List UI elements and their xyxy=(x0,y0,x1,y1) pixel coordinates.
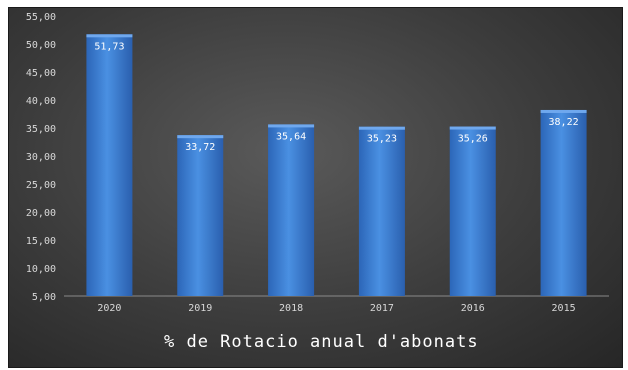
bar xyxy=(177,135,224,296)
bar-top-highlight xyxy=(268,124,315,128)
chart-area: 5,00 10,00 15,00 20,00 25,00 30,00 35,00 40,00 4… xyxy=(8,7,623,368)
x-tick-label: 2019 xyxy=(188,303,212,314)
bar xyxy=(358,126,405,296)
bar-top-highlight xyxy=(449,126,496,130)
y-tick-label: 5,00 xyxy=(32,292,56,303)
data-label: 35,64 xyxy=(276,131,306,142)
y-tick-label: 15,00 xyxy=(26,236,56,247)
data-label: 35,26 xyxy=(458,134,488,145)
bar-top-highlight xyxy=(86,34,133,38)
y-tick-label: 45,00 xyxy=(26,68,56,79)
data-label: 38,22 xyxy=(549,117,579,128)
y-tick-label: 40,00 xyxy=(26,96,56,107)
y-axis: 5,00 10,00 15,00 20,00 25,00 30,00 35,00 40,00 4… xyxy=(26,12,56,303)
x-tick-label: 2016 xyxy=(461,303,485,314)
y-tick-label: 30,00 xyxy=(26,152,56,163)
x-tick-label: 2015 xyxy=(552,303,576,314)
y-tick-label: 10,00 xyxy=(26,264,56,275)
y-tick-label: 25,00 xyxy=(26,180,56,191)
bar-top-highlight xyxy=(540,109,587,113)
bars: 51,73 33,72 35,64 35,23 35,26 38,22 xyxy=(86,34,587,296)
data-label: 51,73 xyxy=(94,41,124,52)
bar-top-highlight xyxy=(358,126,405,130)
bar xyxy=(449,126,496,296)
data-label: 33,72 xyxy=(185,142,215,153)
bar xyxy=(86,34,133,296)
bar-chart: 5,00 10,00 15,00 20,00 25,00 30,00 35,00 40,00 4… xyxy=(26,12,609,352)
bar-top-highlight xyxy=(177,135,224,139)
x-axis: 2020 2019 2018 2017 2016 2015 xyxy=(97,303,575,314)
bar xyxy=(268,124,315,296)
y-tick-label: 20,00 xyxy=(26,208,56,219)
data-label: 35,23 xyxy=(367,134,397,145)
bar xyxy=(540,109,587,296)
y-tick-label: 50,00 xyxy=(26,40,56,51)
y-tick-label: 35,00 xyxy=(26,124,56,135)
x-tick-label: 2018 xyxy=(279,303,303,314)
chart-title: % de Rotacio anual d'abonats xyxy=(164,332,479,352)
y-tick-label: 55,00 xyxy=(26,12,56,23)
x-tick-label: 2017 xyxy=(370,303,394,314)
x-tick-label: 2020 xyxy=(97,303,121,314)
